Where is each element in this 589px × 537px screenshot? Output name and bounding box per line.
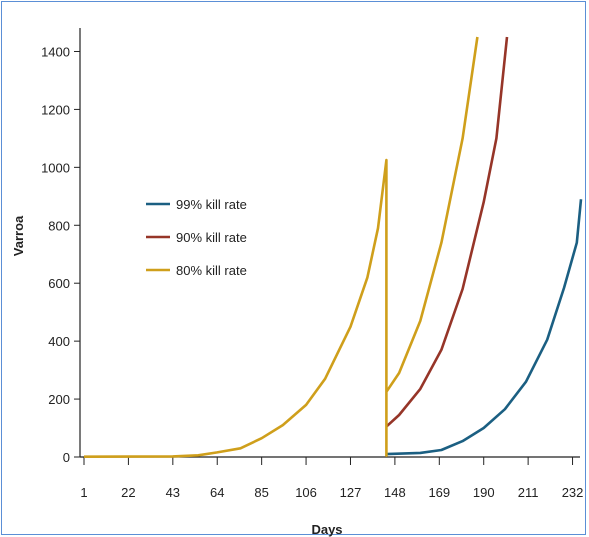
x-tick-label: 232 [562,485,584,500]
y-axis-title: Varroa [11,215,26,256]
x-tick-label: 106 [295,485,317,500]
series-line [386,199,583,456]
series-lines [83,36,583,458]
y-tick-label: 400 [48,334,70,349]
legend-label: 80% kill rate [176,263,247,278]
x-tick-label: 64 [210,485,224,500]
x-tick-label: 169 [428,485,450,500]
x-axis-ticks: 1 22 43 64 85 106 127 148 169 190 211 232 [80,457,583,500]
legend: 99% kill rate 90% kill rate 80% kill rate [146,197,247,278]
y-tick-label: 1400 [41,44,70,59]
legend-label: 99% kill rate [176,197,247,212]
axes [79,28,580,458]
y-tick-label: 600 [48,276,70,291]
series-line [83,36,479,458]
x-tick-label: 148 [384,485,406,500]
x-axis-title: Days [311,522,342,537]
y-axis-ticks: 0 200 400 600 800 1000 1200 1400 [41,44,80,465]
x-tick-label: 43 [166,485,180,500]
x-tick-label: 190 [473,485,495,500]
y-tick-label: 800 [48,218,70,233]
y-tick-label: 0 [63,450,70,465]
x-tick-label: 1 [80,485,87,500]
y-tick-label: 1200 [41,102,70,117]
x-tick-label: 22 [121,485,135,500]
x-tick-label: 127 [340,485,362,500]
series-line [385,36,509,428]
y-tick-label: 200 [48,392,70,407]
x-tick-label: 85 [254,485,268,500]
y-tick-label: 1000 [41,160,70,175]
legend-label: 90% kill rate [176,230,247,245]
x-tick-label: 211 [518,485,539,500]
